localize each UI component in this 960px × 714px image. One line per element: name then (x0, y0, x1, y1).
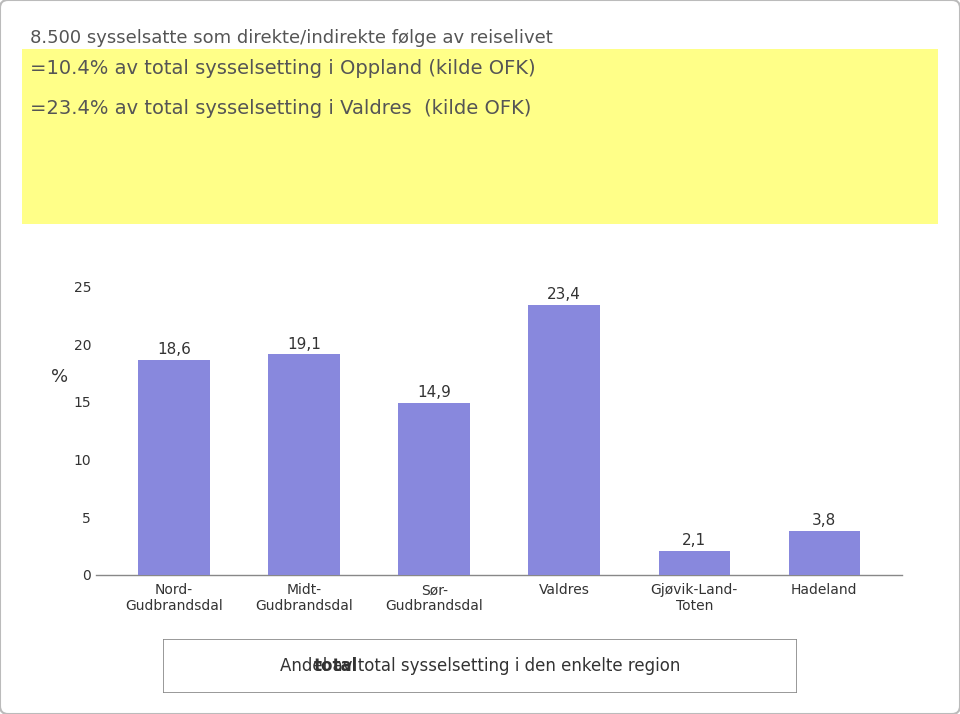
Text: =10.4% av total sysselsetting i Oppland (kilde OFK): =10.4% av total sysselsetting i Oppland … (30, 59, 536, 78)
Text: 3,8: 3,8 (812, 513, 836, 528)
Bar (398, 403, 470, 575)
Text: 14,9: 14,9 (418, 385, 451, 400)
Bar (659, 550, 730, 575)
FancyBboxPatch shape (22, 49, 938, 224)
Text: total: total (313, 657, 357, 675)
Y-axis label: %: % (51, 368, 68, 386)
Bar (788, 531, 860, 575)
FancyBboxPatch shape (163, 639, 797, 693)
Text: =23.4% av total sysselsetting i Valdres  (kilde OFK): =23.4% av total sysselsetting i Valdres … (30, 99, 532, 118)
Text: 8.500 sysselsatte som direkte/indirekte følge av reiselivet: 8.500 sysselsatte som direkte/indirekte … (30, 29, 553, 47)
Text: 19,1: 19,1 (287, 336, 321, 351)
Text: 2,1: 2,1 (683, 533, 707, 548)
Text: 23,4: 23,4 (547, 287, 581, 302)
Bar (138, 361, 210, 575)
Bar (269, 354, 340, 575)
Text: 18,6: 18,6 (157, 342, 191, 357)
Bar (528, 305, 600, 575)
Text: Andel av total sysselsetting i den enkelte region: Andel av total sysselsetting i den enkel… (279, 657, 681, 675)
